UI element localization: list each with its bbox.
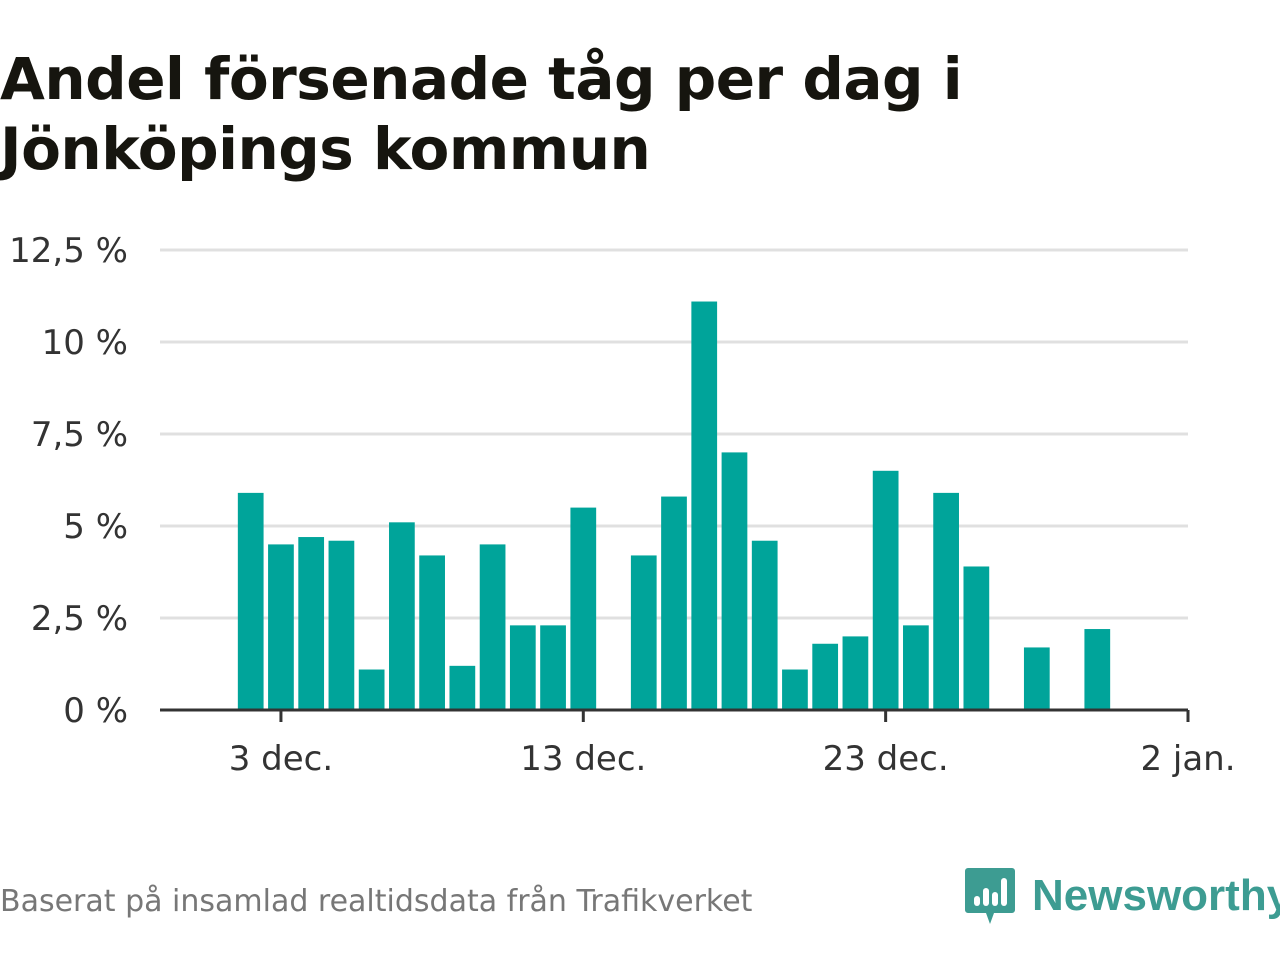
bar: [933, 492, 959, 710]
bar: [1084, 629, 1111, 710]
newsworthy-logo-icon: [965, 868, 1015, 924]
x-tick-label: 23 dec.: [823, 739, 949, 779]
bar: [842, 636, 869, 710]
bar: [1023, 647, 1050, 710]
brand-name: Newsworthy: [1032, 871, 1280, 920]
y-tick-labels: 0 % 2,5 % 5 % 7,5 % 10 % 12,5 %: [9, 231, 128, 731]
brand-logo: Newsworthy: [964, 866, 1280, 926]
bar: [630, 555, 657, 710]
bar: [872, 470, 899, 710]
x-axis: [160, 708, 1190, 722]
bar: [661, 496, 687, 710]
bar: [328, 540, 355, 710]
y-tick-label: 10 %: [42, 323, 128, 363]
bar: [509, 625, 536, 710]
y-tick-label: 2,5 %: [31, 599, 128, 639]
y-tick-label: 7,5 %: [31, 415, 128, 455]
bar: [540, 625, 566, 710]
bar: [812, 643, 839, 710]
x-tick-labels: 3 dec. 13 dec. 23 dec. 2 jan.: [229, 739, 1236, 779]
bar: [782, 669, 808, 710]
y-tick-label: 5 %: [63, 507, 128, 547]
bar: [358, 669, 385, 710]
bar: [237, 492, 264, 710]
bar: [479, 544, 506, 710]
x-tick-label: 13 dec.: [520, 739, 646, 779]
bar: [963, 566, 990, 710]
bars: [237, 301, 1111, 710]
x-tick-label: 3 dec.: [229, 739, 333, 779]
bar: [751, 540, 778, 710]
bar: [570, 507, 597, 710]
y-tick-label: 0 %: [63, 691, 128, 731]
chart-title: Andel försenade tåg per dag i Jönköpings…: [0, 45, 963, 183]
bar: [389, 522, 415, 710]
bar: [903, 625, 929, 710]
bar: [268, 544, 294, 710]
bar: [691, 301, 718, 710]
bar: [419, 555, 445, 710]
bar: [449, 665, 476, 710]
bar: [721, 452, 748, 710]
source-note: Baserat på insamlad realtidsdata från Tr…: [0, 884, 753, 919]
bar: [298, 537, 325, 710]
y-tick-label: 12,5 %: [9, 231, 128, 271]
x-tick-label: 2 jan.: [1140, 739, 1235, 779]
